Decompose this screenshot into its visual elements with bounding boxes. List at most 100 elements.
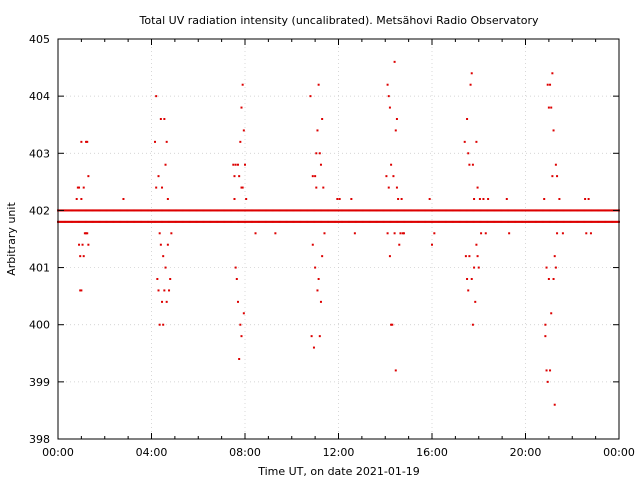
data-point (185, 220, 188, 223)
data-point (162, 209, 165, 212)
data-point (376, 220, 379, 223)
data-point (213, 220, 216, 223)
data-point (584, 220, 587, 223)
data-point (255, 220, 258, 223)
data-point (484, 232, 487, 235)
data-point (462, 209, 465, 212)
data-point (325, 220, 328, 223)
data-point (452, 209, 455, 212)
data-point (151, 220, 154, 223)
data-point (131, 209, 134, 212)
data-point (76, 220, 79, 223)
data-point (125, 209, 128, 212)
data-point (543, 209, 546, 212)
data-point (594, 220, 597, 223)
data-point (261, 220, 264, 223)
data-point (248, 209, 251, 212)
data-point (316, 220, 319, 223)
data-point (152, 220, 155, 223)
data-point (422, 220, 425, 223)
data-point (519, 209, 522, 212)
data-point (226, 209, 229, 212)
data-point (366, 220, 369, 223)
data-point (480, 209, 483, 212)
data-point (284, 209, 287, 212)
data-point (415, 209, 418, 212)
data-point (489, 209, 492, 212)
data-point (482, 198, 485, 200)
data-point (279, 209, 282, 212)
data-point (330, 220, 333, 223)
data-point (467, 209, 470, 212)
data-point (203, 220, 206, 223)
data-point (94, 209, 97, 212)
data-point (206, 220, 209, 223)
data-point (241, 186, 244, 189)
data-point (92, 220, 95, 223)
data-point (269, 209, 272, 212)
data-point (544, 220, 547, 223)
data-point (284, 220, 287, 223)
data-point (283, 220, 286, 223)
data-point (161, 300, 164, 303)
data-point (343, 209, 346, 212)
data-point (75, 220, 78, 223)
data-point (395, 209, 398, 212)
data-point (99, 209, 102, 212)
data-point (323, 220, 326, 223)
data-point (311, 209, 314, 212)
data-point (149, 209, 152, 212)
data-point (317, 83, 320, 86)
data-point (319, 209, 322, 212)
data-point (598, 209, 601, 212)
data-point (288, 220, 291, 223)
data-point (265, 220, 268, 223)
data-point (513, 209, 516, 212)
data-point (372, 209, 375, 212)
data-point (447, 209, 450, 212)
data-point (441, 209, 444, 212)
data-point (616, 220, 619, 223)
data-point (231, 209, 234, 212)
data-point (554, 220, 557, 223)
data-point (159, 243, 162, 246)
data-point (116, 220, 119, 223)
data-point (520, 209, 523, 212)
data-point (556, 220, 559, 223)
data-point (473, 209, 476, 212)
data-point (416, 209, 419, 212)
data-point (392, 209, 395, 212)
data-point (581, 220, 584, 223)
data-point (210, 220, 213, 223)
data-point (549, 220, 552, 223)
x-tick-label: 00:00 (603, 446, 635, 459)
data-point (86, 220, 89, 223)
data-point (565, 209, 568, 212)
data-point (524, 209, 527, 212)
data-point (110, 209, 113, 212)
data-point (559, 209, 562, 212)
data-point (300, 220, 303, 223)
data-point (551, 175, 554, 178)
data-point (515, 220, 518, 223)
data-point (342, 220, 345, 223)
data-point (64, 209, 67, 212)
data-point (478, 220, 481, 223)
data-point (380, 220, 383, 223)
data-point (552, 278, 555, 280)
data-point (240, 186, 243, 189)
data-point (504, 209, 507, 212)
data-point (236, 163, 239, 166)
data-point (589, 220, 592, 223)
data-point (487, 220, 490, 223)
data-point (357, 209, 360, 212)
data-point (407, 209, 410, 212)
data-point (473, 198, 476, 200)
data-point (598, 220, 601, 223)
data-point (427, 209, 430, 212)
data-point (76, 209, 79, 212)
data-point (450, 220, 453, 223)
data-point (187, 209, 190, 212)
data-point (136, 220, 139, 223)
